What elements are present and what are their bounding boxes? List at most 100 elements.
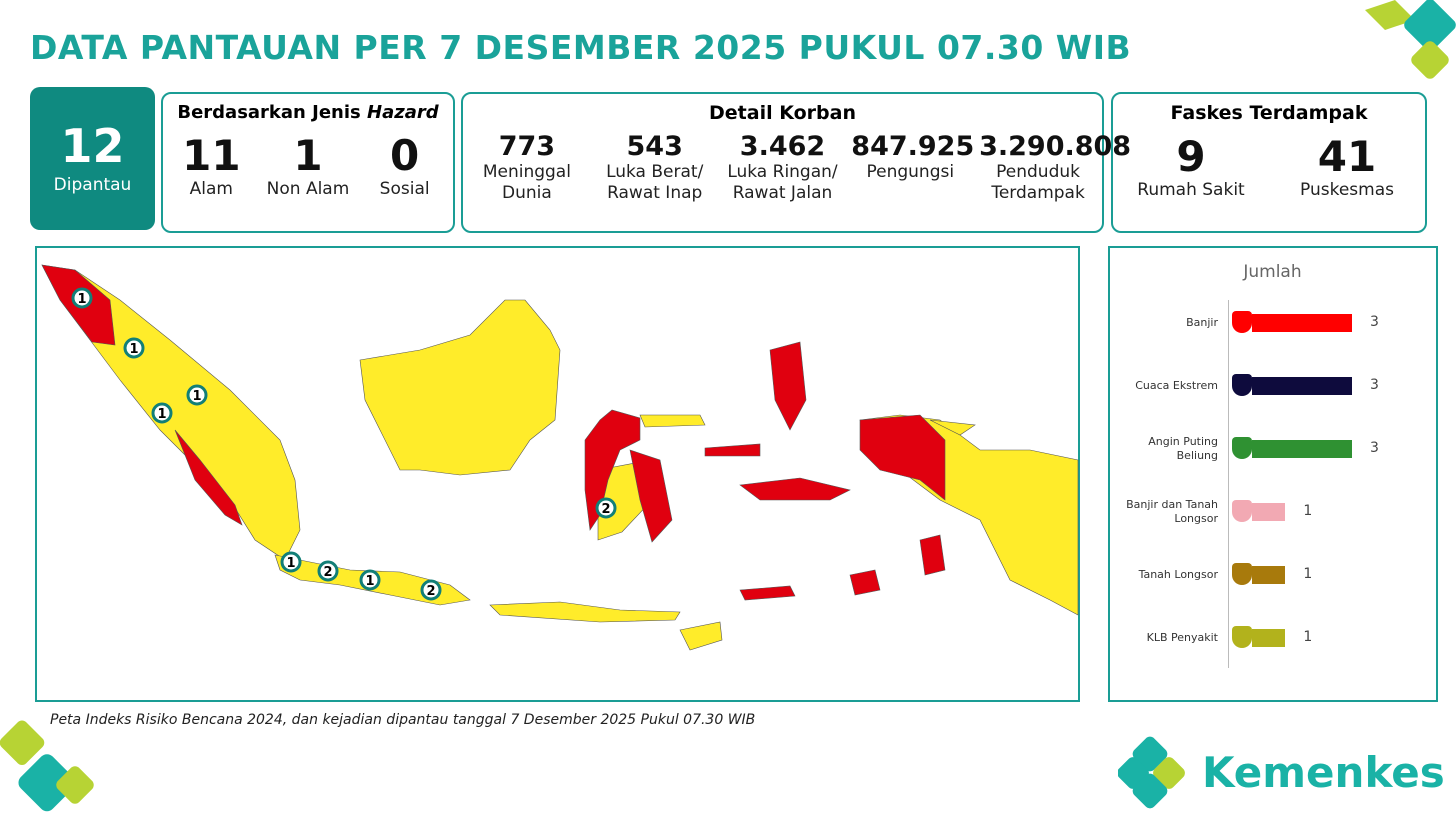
island (489, 601, 681, 623)
marker (186, 384, 208, 406)
facilities-card: Faskes Terdampak 9 Rumah Sakit 41 Puskesmas (1111, 92, 1427, 233)
marker-count: 2 (323, 565, 332, 580)
logo-text: Kemenkes (1202, 748, 1445, 797)
stat: 1 Non Alam (263, 131, 353, 200)
category-label: Tanah Longsor (1138, 568, 1218, 581)
stat-label: Sosial (379, 179, 430, 200)
caption: Peta Indeks Risiko Bencana 2024, dan kej… (50, 712, 756, 728)
logo-icon (1118, 736, 1185, 809)
stat: 773 Meninggal Dunia (468, 132, 586, 204)
stat: 41 Puskesmas (1287, 132, 1407, 201)
island (679, 621, 723, 651)
bar (1252, 629, 1286, 647)
stat-label: Pengungsi (866, 161, 955, 182)
stat-label: Alam (189, 179, 233, 200)
value-label: 3 (1370, 377, 1379, 393)
stat-value: 0 (390, 131, 420, 180)
stat: 11 Alam (166, 131, 256, 200)
marker (317, 560, 339, 582)
stat-label: Luka Berat/ Rawat Inap (606, 161, 704, 203)
value-label: 3 (1370, 314, 1379, 330)
bar (1252, 440, 1352, 458)
island (359, 299, 561, 476)
stat-label: Luka Ringan/ Rawat Jalan (727, 161, 838, 203)
stat: 0 Sosial (360, 131, 450, 200)
value-label: 3 (1370, 440, 1379, 456)
stat-value: 1 (293, 131, 323, 180)
hazard-title-prefix: Berdasarkan Jenis (177, 102, 361, 123)
value-label: 1 (1303, 503, 1313, 519)
high-risk-area (174, 429, 243, 526)
marker (280, 551, 302, 573)
casualties-items: 773 Meninggal Dunia 543 Luka Berat/ Rawat I… (463, 131, 1132, 204)
marker (595, 497, 617, 519)
high-risk-area (739, 585, 796, 601)
marker (420, 579, 442, 601)
axis-line (1228, 300, 1229, 668)
stat-value: 847.925 (851, 131, 975, 162)
marker-count: 1 (157, 407, 166, 422)
hazard-icon (1232, 626, 1252, 648)
facilities-items: 9 Rumah Sakit 41 Puskesmas (1113, 132, 1425, 201)
high-risk-area (629, 449, 673, 543)
stat-value: 773 (498, 131, 556, 162)
hazard-icon (1232, 374, 1252, 396)
category-label: Cuaca Ekstrem (1135, 379, 1218, 392)
monitored-value: 12 (60, 119, 125, 173)
bar (1252, 314, 1352, 332)
map-frame (35, 246, 1080, 702)
hazard-icon (1232, 500, 1252, 522)
stat-value: 11 (182, 131, 241, 180)
value-label: 1 (1303, 629, 1313, 645)
stat: 543 Luka Berat/ Rawat Inap (596, 132, 714, 204)
facilities-title: Faskes Terdampak (1170, 102, 1368, 124)
high-risk-area (584, 409, 641, 531)
high-risk-area (849, 569, 881, 596)
marker-count: 1 (192, 389, 201, 404)
marker (359, 569, 381, 591)
marker (71, 287, 93, 309)
hazard-icon (1232, 311, 1252, 333)
stat-label: Penduduk Terdampak (991, 161, 1085, 203)
stat-value: 3.290.808 (979, 131, 1132, 162)
island (639, 414, 706, 428)
chart-title: Jumlah (1243, 262, 1302, 282)
marker (123, 337, 145, 359)
high-risk-area (919, 534, 946, 576)
marker-count: 1 (129, 342, 138, 357)
stat-label: Rumah Sakit (1137, 180, 1245, 201)
category-label: Banjir dan Tanah Longsor (1126, 498, 1218, 525)
stat: 3.290.808 Penduduk Terdampak (979, 131, 1132, 204)
casualties-title: Detail Korban (709, 102, 856, 124)
map: 1 1 1 1 1 2 1 2 2 (41, 264, 1079, 651)
marker-count: 2 (426, 584, 435, 599)
monitored-label: Dipantau (53, 175, 132, 195)
stat-value: 41 (1317, 132, 1377, 181)
stat-value: 3.462 (739, 131, 826, 162)
stat: 9 Rumah Sakit (1131, 132, 1251, 201)
stat-value: 543 (626, 131, 683, 162)
category-label: Banjir (1186, 316, 1218, 329)
bar (1252, 566, 1286, 584)
marker-count: 1 (77, 292, 86, 307)
marker-count: 1 (286, 556, 295, 571)
hazard-title: Berdasarkan Jenis Hazard (163, 102, 453, 123)
hazard-title-emphasis: Hazard (367, 102, 439, 123)
marker-count: 1 (365, 574, 374, 589)
island (929, 419, 976, 436)
hazard-card: Berdasarkan Jenis Hazard 11 Alam 1 Non Alam… (161, 92, 455, 233)
high-risk-area (704, 443, 761, 457)
bar (1252, 377, 1352, 395)
title: DATA PANTAUAN PER 7 DESEMBER 2025 PUKUL … (30, 28, 1132, 67)
stat-label: Puskesmas (1300, 180, 1394, 201)
monitored-card: 12 Dipantau (30, 87, 155, 230)
stat: 3.462 Luka Ringan/ Rawat Jalan (723, 132, 841, 204)
stat-label: Non Alam (266, 179, 350, 200)
marker (151, 402, 173, 424)
value-label: 1 (1303, 566, 1313, 582)
category-label: KLB Penyakit (1146, 631, 1218, 644)
high-risk-area (739, 477, 851, 501)
category-label: Angin Puting Beliung (1148, 435, 1218, 462)
stat: 847.925 Pengungsi (851, 131, 975, 204)
stat-value: 9 (1176, 132, 1206, 181)
